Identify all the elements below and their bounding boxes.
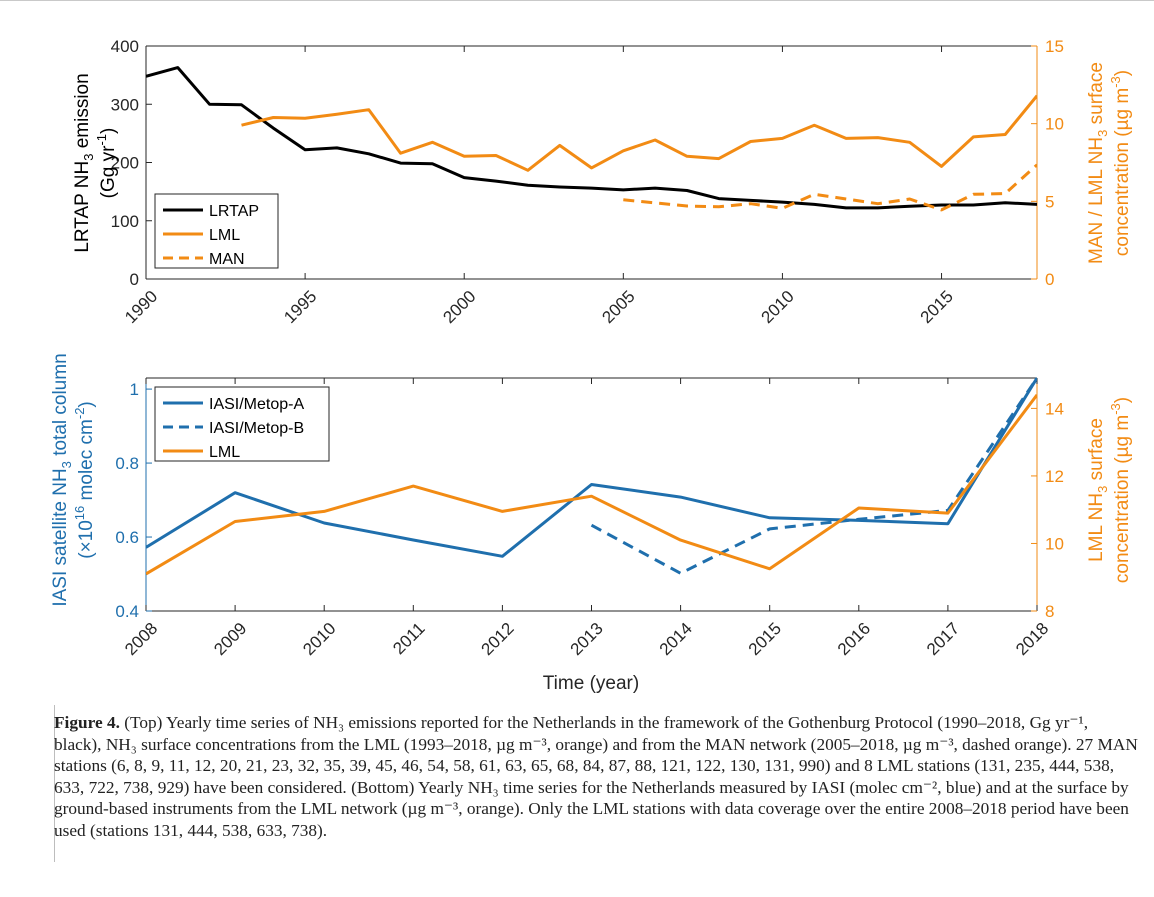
x-tick-label: 2017 — [923, 619, 963, 659]
legend-label: LML — [209, 227, 240, 244]
legend-label: IASI/Metop-B — [209, 420, 304, 437]
figure-caption: Figure 4. (Top) Yearly time series of NH… — [54, 712, 1139, 842]
y-axis-label-right: LML NH3 surface concentration (µg m-3) — [1086, 397, 1133, 583]
y-tick-label-left: 400 — [111, 37, 139, 56]
y-tick-label-left: 0.4 — [115, 602, 139, 621]
page-top-rule — [0, 0, 1154, 13]
x-tick-label: 2015 — [917, 287, 957, 327]
caption-text: (Top) Yearly time series of NH₃ emission… — [54, 713, 1138, 840]
figure-svg: 1990 1995 2000 2005 2010 2015 0 100 200 300 400 0 5 1… — [50, 37, 1133, 694]
x-tick-label: 2010 — [758, 287, 798, 327]
x-tick-label: 1990 — [121, 287, 161, 327]
y-label-left-line1: LRTAP NH3 emission — [72, 73, 96, 252]
x-tick-label: 2018 — [1012, 619, 1052, 659]
y-label-right-line2: concentration (µg m-3) — [1108, 397, 1133, 583]
y-tick-label-left: 0 — [130, 270, 139, 289]
x-tick-label: 2008 — [121, 619, 161, 659]
series-line-man — [623, 163, 1037, 212]
y-label-right-line1: LML NH3 surface — [1086, 418, 1110, 562]
y-tick-label-right: 8 — [1045, 602, 1054, 621]
top-chart: 1990 1995 2000 2005 2010 2015 0 100 200 300 400 0 5 1… — [72, 37, 1133, 327]
y-tick-label-right: 0 — [1045, 270, 1054, 289]
y-tick-label-right: 12 — [1045, 467, 1064, 486]
y-tick-label-left: 200 — [111, 154, 139, 173]
x-tick-label: 2013 — [567, 619, 607, 659]
caption-left-rule — [54, 705, 55, 862]
x-tick-label: 2016 — [834, 619, 874, 659]
y-tick-label-left: 0.8 — [115, 454, 139, 473]
y-label-left-line1: IASI satellite NH3 total column — [50, 353, 74, 606]
y-label-right-line2: concentration (µg m-3) — [1108, 70, 1133, 256]
y-label-left-line2: (×1016 molec cm-2) — [72, 401, 97, 559]
x-tick-label: 2005 — [598, 287, 638, 327]
x-tick-label: 2012 — [478, 619, 518, 659]
caption-label: Figure 4. — [54, 713, 120, 732]
x-tick-label: 2014 — [656, 619, 696, 659]
y-tick-label-right: 10 — [1045, 115, 1064, 134]
x-axis-label: Time (year) — [543, 673, 639, 694]
legend-label: LML — [209, 444, 240, 461]
legend-label: LRTAP — [209, 203, 259, 220]
y-tick-label-left: 100 — [111, 212, 139, 231]
x-tick-label: 2009 — [210, 619, 250, 659]
y-label-left-line2: (Gg yr-1) — [94, 128, 119, 199]
y-tick-label-left: 300 — [111, 95, 139, 114]
series-line-lrtap — [146, 66, 1037, 210]
x-tick-label: 2011 — [389, 619, 428, 658]
legend-box — [154, 386, 330, 462]
x-tick-label: 2015 — [745, 619, 785, 659]
y-axis-label-right: MAN / LML NH3 surface concentration (µg m… — [1086, 62, 1133, 264]
x-tick-label: 1995 — [280, 287, 320, 327]
legend-label: MAN — [209, 251, 245, 268]
series-line-iasi-metop-b — [590, 377, 1037, 575]
series-line-iasi-metop-a — [146, 377, 1037, 558]
bottom-chart: 2008 2009 2010 2011 2012 2013 2014 2015 2016 2017… — [50, 353, 1133, 694]
legend-box — [154, 193, 279, 269]
series-line-lml — [241, 94, 1037, 172]
y-label-right-line1: MAN / LML NH3 surface — [1086, 62, 1110, 264]
y-tick-label-left: 1 — [130, 380, 139, 399]
y-axis-label-left: LRTAP NH3 emission(Gg yr-1) — [72, 73, 119, 252]
x-tick-label: 2000 — [439, 287, 479, 327]
y-tick-label-right: 10 — [1045, 534, 1064, 553]
y-tick-label-right: 5 — [1045, 192, 1054, 211]
y-axis-label-left: IASI satellite NH3 total column(×1016 mo… — [50, 353, 97, 606]
y-tick-label-right: 14 — [1045, 399, 1064, 418]
x-tick-label: 2010 — [299, 619, 339, 659]
series-line-lml — [146, 393, 1037, 576]
y-tick-label-left: 0.6 — [115, 528, 139, 547]
y-tick-label-right: 15 — [1045, 37, 1064, 56]
legend-label: IASI/Metop-A — [209, 396, 304, 413]
